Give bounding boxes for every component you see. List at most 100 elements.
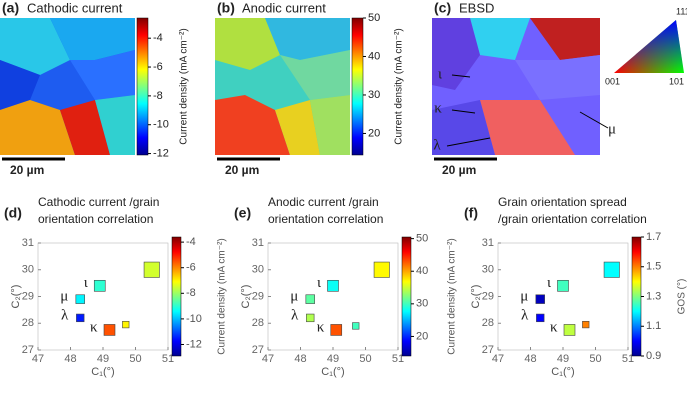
colorbar [401, 236, 412, 357]
ipf-key-overlay [614, 20, 684, 73]
point [536, 313, 545, 323]
chart-title: Cathodic current /grain [38, 195, 159, 209]
map-a [0, 18, 135, 155]
scale-bar-label: 20 µm [442, 163, 476, 177]
point [557, 279, 569, 292]
grain-label: λ [433, 137, 441, 153]
y-tick-label: 27 [252, 344, 264, 356]
colorbar [136, 17, 149, 156]
colorbar-tick-label: 20 [368, 127, 380, 139]
colorbar-tick-label: 1.1 [646, 320, 661, 332]
point [76, 313, 85, 323]
x-tick-label: 48 [294, 353, 306, 365]
point [373, 261, 390, 278]
colorbar-tick-label: -4 [186, 236, 196, 248]
chart-title: Grain orientation spread [498, 195, 627, 209]
point [93, 279, 106, 292]
panel-label: (a) [2, 0, 19, 16]
colorbar-tick-label: 40 [368, 50, 380, 62]
panel-label: (e) [234, 205, 251, 221]
x-tick-label: 49 [557, 353, 569, 365]
y-tick-label: 28 [22, 317, 34, 329]
colorbar [171, 236, 182, 357]
panel-label: (d) [4, 205, 22, 221]
x-tick-label: 50 [589, 353, 601, 365]
panel-title: EBSD [459, 0, 494, 15]
y-tick-label: 31 [22, 237, 34, 249]
colorbar-tick-label: -4 [153, 32, 163, 44]
point-label: μ [60, 289, 68, 305]
x-tick-label: 51 [162, 353, 174, 365]
colorbar-tick-label: -6 [186, 262, 196, 274]
point [306, 313, 315, 323]
scale-bar-label: 20 µm [225, 163, 259, 177]
point [603, 261, 620, 278]
panel-label: (b) [217, 0, 235, 16]
x-tick-label: 51 [622, 353, 634, 365]
x-tick-label: 48 [524, 353, 536, 365]
chart-title: orientation correlation [268, 212, 383, 226]
arrow [451, 74, 471, 78]
y-tick-label: 29 [22, 290, 34, 302]
x-tick-label: 50 [129, 353, 141, 365]
y-axis-label: C₂(°) [470, 285, 482, 309]
arrow [446, 137, 491, 147]
x-axis-label: C₁(°) [91, 366, 114, 378]
colorbar-tick-label: -10 [186, 313, 202, 325]
x-axis-label: C₁(°) [551, 366, 574, 378]
colorbar-tick-label: -12 [153, 147, 169, 159]
ipf-label: 111 [676, 6, 687, 16]
colorbar-tick-label: -12 [186, 338, 202, 350]
x-axis-label: C₁(°) [321, 366, 344, 378]
x-tick-label: 49 [97, 353, 109, 365]
grain-label: μ [608, 121, 616, 137]
point-label: ι [84, 275, 88, 291]
colorbar-tick-label: 1.3 [646, 290, 661, 302]
colorbar-tick-label: -6 [153, 61, 163, 73]
y-tick-label: 27 [482, 344, 494, 356]
colorbar-tick-label: 1.5 [646, 261, 661, 273]
y-tick-label: 30 [252, 264, 264, 276]
point [330, 324, 343, 336]
point [563, 324, 576, 336]
colorbar-tick-label: 30 [416, 298, 428, 310]
y-tick-label: 29 [252, 290, 264, 302]
point-label: μ [290, 289, 298, 305]
y-tick-label: 31 [252, 237, 264, 249]
colorbar-tick-label: 0.9 [646, 350, 661, 362]
y-tick-label: 30 [22, 264, 34, 276]
y-tick-label: 28 [252, 317, 264, 329]
colorbar-tick-label: -8 [153, 90, 163, 102]
plot-area [497, 242, 629, 351]
colorbar-tick-label: -8 [186, 287, 196, 299]
colorbar-label: Current density (mA cm⁻²) [394, 28, 405, 144]
x-tick-label: 48 [64, 353, 76, 365]
colorbar-tick-label: 20 [416, 330, 428, 342]
colorbar-tick-label: 50 [416, 233, 428, 245]
arrow [451, 109, 476, 114]
panel-label: (f) [464, 205, 478, 221]
scale-bar-label: 20 µm [10, 163, 44, 177]
point-label: λ [291, 307, 299, 323]
x-tick-label: 47 [262, 353, 274, 365]
y-axis-label: C₂(°) [10, 285, 22, 309]
point [352, 322, 360, 330]
point-label: μ [520, 289, 528, 305]
grain-label: ι [438, 66, 442, 82]
colorbar-tick-label: 40 [416, 265, 428, 277]
point [327, 279, 339, 292]
point [535, 294, 545, 304]
colorbar-label: Current density (mA cm⁻²) [447, 238, 458, 354]
panel-label: (c) [434, 0, 451, 16]
point-label: ι [317, 275, 321, 291]
point [305, 294, 315, 304]
chart-title: Anodic current /grain [268, 195, 379, 209]
grain-label: κ [434, 100, 442, 116]
x-tick-label: 49 [327, 353, 339, 365]
point [143, 261, 160, 278]
point-label: λ [61, 307, 69, 323]
point [582, 320, 590, 329]
point-label: κ [550, 319, 558, 335]
x-tick-label: 47 [492, 353, 504, 365]
